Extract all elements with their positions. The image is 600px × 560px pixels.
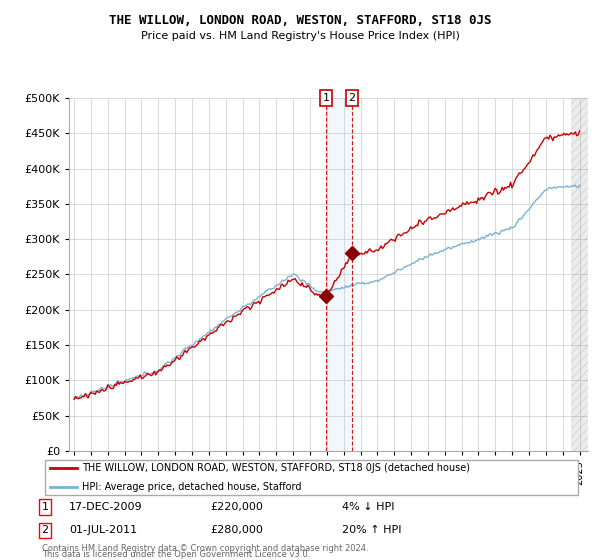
Text: Price paid vs. HM Land Registry's House Price Index (HPI): Price paid vs. HM Land Registry's House … (140, 31, 460, 41)
Text: £280,000: £280,000 (210, 525, 263, 535)
Text: £220,000: £220,000 (210, 502, 263, 512)
Text: 20% ↑ HPI: 20% ↑ HPI (342, 525, 401, 535)
Text: 4% ↓ HPI: 4% ↓ HPI (342, 502, 395, 512)
Text: THE WILLOW, LONDON ROAD, WESTON, STAFFORD, ST18 0JS (detached house): THE WILLOW, LONDON ROAD, WESTON, STAFFOR… (83, 463, 470, 473)
Text: 1: 1 (41, 502, 49, 512)
Text: 2: 2 (41, 525, 49, 535)
Bar (571, 98, 588, 451)
Text: Contains HM Land Registry data © Crown copyright and database right 2024.: Contains HM Land Registry data © Crown c… (42, 544, 368, 553)
Text: This data is licensed under the Open Government Licence v3.0.: This data is licensed under the Open Gov… (42, 550, 310, 559)
Text: 01-JUL-2011: 01-JUL-2011 (69, 525, 137, 535)
Text: 2: 2 (349, 93, 356, 103)
Text: 17-DEC-2009: 17-DEC-2009 (69, 502, 143, 512)
FancyBboxPatch shape (45, 460, 578, 495)
Bar (326, 98, 352, 451)
Text: HPI: Average price, detached house, Stafford: HPI: Average price, detached house, Staf… (83, 482, 302, 492)
Text: THE WILLOW, LONDON ROAD, WESTON, STAFFORD, ST18 0JS: THE WILLOW, LONDON ROAD, WESTON, STAFFOR… (109, 14, 491, 27)
Text: 1: 1 (323, 93, 329, 103)
